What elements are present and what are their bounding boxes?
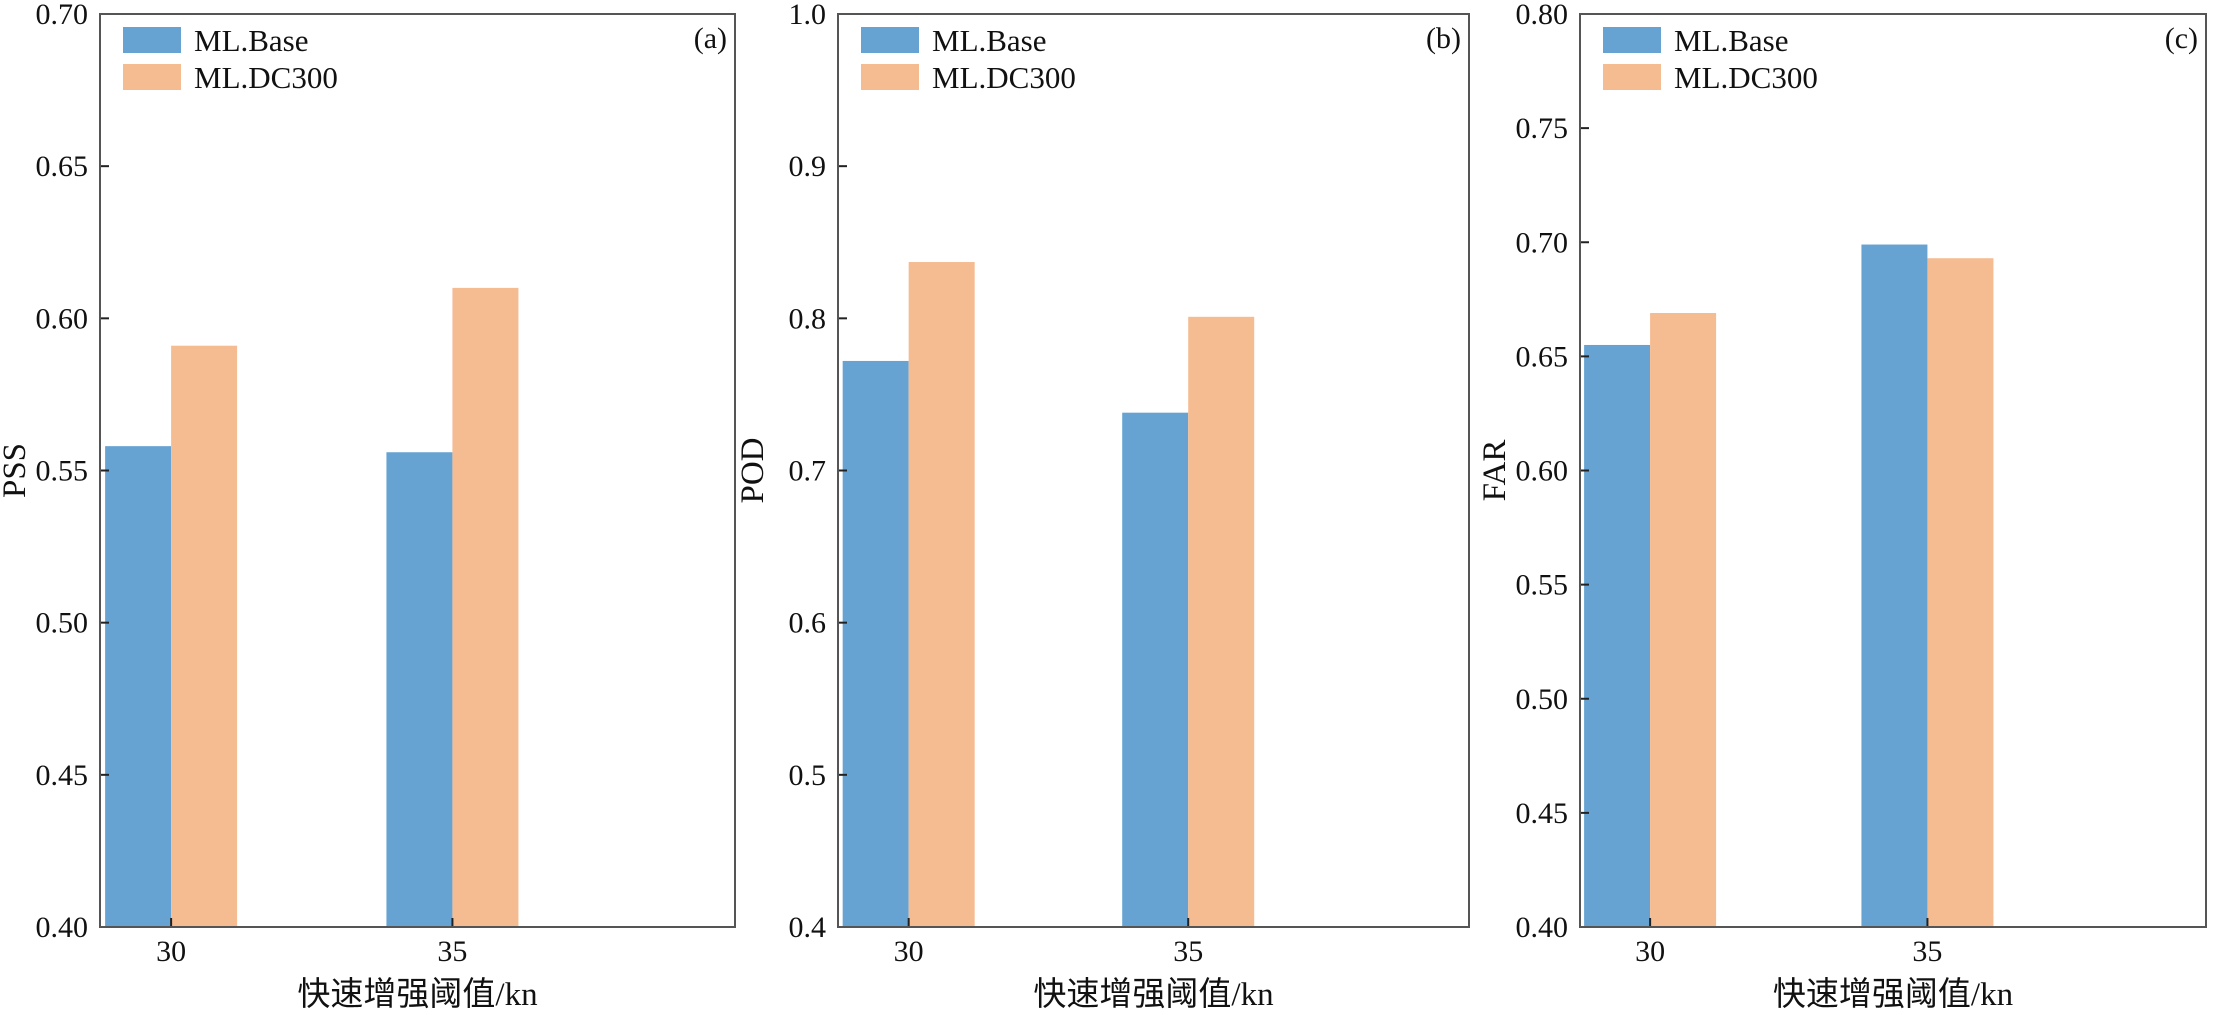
legend-label: ML.DC300 [932, 60, 1076, 95]
y-tick-label: 0.55 [36, 455, 89, 488]
legend-swatch [861, 27, 919, 53]
bar-ml-base-30 [105, 446, 172, 927]
y-tick-label: 0.50 [36, 607, 89, 640]
bar-ml-base-30 [842, 360, 909, 927]
y-tick-label: 0.9 [789, 150, 827, 183]
y-tick-label: 0.5 [789, 759, 827, 792]
y-tick-label: 0.70 [36, 0, 89, 31]
bar-ml-base-35 [386, 452, 453, 927]
x-tick-label: 30 [894, 935, 924, 968]
legend-label: ML.DC300 [1674, 60, 1818, 95]
x-axis-label: 快速增强阈值/kn [1773, 976, 2013, 1013]
panel-label: (c) [2165, 22, 2198, 55]
bar-ml-base-35 [1861, 244, 1928, 928]
legend-swatch [1603, 27, 1661, 53]
y-tick-label: 0.65 [36, 150, 89, 183]
plot-frame [99, 13, 736, 928]
legend-label: ML.Base [194, 23, 309, 58]
chart-panel-3: 0.40 0.45 0.50 0.55 0.60 0.65 0.70 0.75 0.80 30 35… [1477, 0, 2207, 1013]
y-tick-label: 0.60 [36, 302, 89, 335]
chart-panel-2: 0.4 0.5 0.6 0.7 0.8 0.9 1.0 30 35 快速增强阈值/kn POD (b)… [735, 0, 1470, 1013]
y-tick-label: 0.6 [789, 607, 827, 640]
bar-ml-base-30 [1584, 344, 1651, 927]
x-tick-label: 35 [437, 935, 467, 968]
y-tick-label: 0.75 [1516, 112, 1569, 145]
bar-ml-dc300-30 [1650, 313, 1717, 927]
y-tick-label: 0.80 [1516, 0, 1569, 31]
y-tick-label: 0.55 [1516, 569, 1569, 602]
legend-label: ML.Base [1674, 23, 1789, 58]
y-tick-label: 0.8 [789, 302, 827, 335]
bar-ml-dc300-30 [908, 262, 975, 927]
bar-ml-dc300-35 [1188, 316, 1255, 928]
bar-ml-dc300-35 [452, 287, 519, 927]
bar-ml-base-35 [1122, 412, 1189, 928]
y-tick-label: 0.65 [1516, 340, 1569, 373]
y-tick-label: 0.60 [1516, 455, 1569, 488]
bar-ml-dc300-30 [171, 345, 238, 927]
y-tick-label: 0.70 [1516, 226, 1569, 259]
legend-swatch [123, 27, 181, 53]
legend-label: ML.Base [932, 23, 1047, 58]
y-tick-label: 0.45 [1516, 797, 1569, 830]
legend-swatch [123, 64, 181, 90]
legend-swatch [1603, 64, 1661, 90]
y-tick-label: 0.7 [789, 455, 827, 488]
x-tick-label: 30 [1635, 935, 1665, 968]
bar-ml-dc300-35 [1927, 258, 1994, 927]
panel-label: (b) [1426, 22, 1461, 55]
y-tick-label: 0.40 [36, 911, 89, 944]
y-tick-label: 0.4 [789, 911, 827, 944]
x-tick-label: 35 [1173, 935, 1203, 968]
x-tick-label: 35 [1912, 935, 1942, 968]
legend-swatch [861, 64, 919, 90]
x-axis-label: 快速增强阈值/kn [1033, 976, 1273, 1013]
plot-frame [837, 13, 1470, 928]
plot-frame [1579, 13, 2207, 928]
x-tick-label: 30 [156, 935, 186, 968]
chart-panel-1: 0.40 0.45 0.50 0.55 0.60 0.65 0.70 30 35 快速增强阈值/k… [0, 0, 736, 1013]
x-axis-label: 快速增强阈值/kn [297, 976, 537, 1013]
y-axis-label: PSS [0, 443, 33, 498]
y-axis-label: FAR [1477, 440, 1513, 502]
y-tick-label: 0.45 [36, 759, 89, 792]
legend-label: ML.DC300 [194, 60, 338, 95]
y-tick-label: 0.40 [1516, 911, 1569, 944]
y-axis-label: POD [735, 437, 771, 503]
y-tick-label: 1.0 [789, 0, 827, 31]
panel-label: (a) [694, 22, 727, 55]
y-tick-label: 0.50 [1516, 683, 1569, 716]
